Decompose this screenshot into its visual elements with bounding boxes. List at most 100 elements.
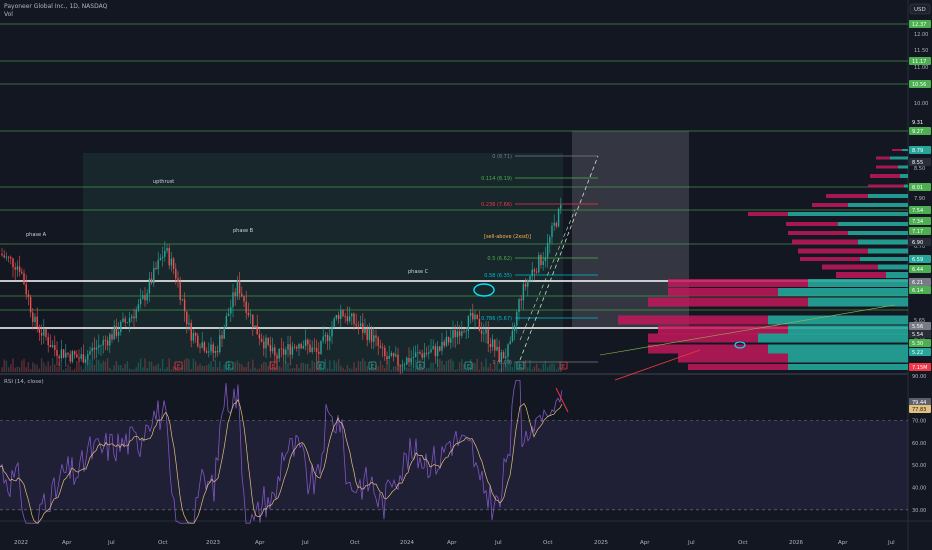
candle-body <box>234 292 236 296</box>
volume-bar <box>522 360 525 372</box>
price-tag <box>909 217 931 225</box>
volume-bar <box>346 365 349 372</box>
volume-bar <box>370 361 373 372</box>
time-axis-label: Apr <box>447 540 457 546</box>
volume-bar <box>186 358 188 372</box>
earnings-marker <box>368 361 377 370</box>
volume-bar <box>357 360 360 372</box>
volume-bar <box>16 366 19 372</box>
price-tag <box>909 158 931 166</box>
volume-bar <box>23 358 25 372</box>
candle-body <box>498 346 500 363</box>
candle-body <box>78 357 80 359</box>
trendline <box>599 304 896 356</box>
candle-body <box>47 337 49 346</box>
candle-body <box>282 348 285 355</box>
candle-body <box>18 266 21 272</box>
volume-profile-bar-up <box>788 353 908 363</box>
volume-profile-bar-up <box>898 165 908 169</box>
volume-bar <box>67 364 69 372</box>
candle-body <box>432 346 434 350</box>
volume-bar <box>208 363 210 372</box>
price-tag-label: 7.54 <box>912 208 923 214</box>
volume-bar <box>397 364 399 372</box>
candle-body <box>472 312 474 320</box>
price-tag <box>909 127 931 135</box>
volume-bar <box>551 363 553 372</box>
candle-body <box>527 280 529 287</box>
candle-body <box>65 352 67 358</box>
candle-body <box>544 257 547 262</box>
fib-level-label: 0.236 (7.66) <box>481 202 512 208</box>
candle-body <box>265 337 267 349</box>
candle-body <box>551 225 553 238</box>
volume-profile-bar-up <box>808 297 908 307</box>
volume-bar <box>401 363 404 372</box>
currency-button[interactable] <box>909 3 931 15</box>
time-axis-label: Oct <box>543 540 553 546</box>
volume-bar <box>219 361 221 372</box>
volume-profile-bar-up <box>768 344 908 354</box>
volume-bar <box>36 364 38 372</box>
volume-bar <box>494 360 496 372</box>
volume-bar <box>379 360 382 372</box>
candle-body <box>153 267 155 284</box>
candle-body <box>496 346 498 351</box>
candle-body <box>27 294 30 298</box>
volume-bar <box>364 360 366 372</box>
volume-profile-bar-up <box>904 184 908 188</box>
volume-bar <box>452 360 454 372</box>
volume-profile-bar-down <box>786 222 838 226</box>
fib-level-label: 1 (5.09) <box>492 360 512 366</box>
price-tag-label: 6.14 <box>912 288 923 294</box>
volume-bar <box>381 364 384 372</box>
candle-body <box>494 339 496 351</box>
volume-bar <box>355 367 357 372</box>
candle-body <box>355 323 357 326</box>
candle-body <box>219 335 221 353</box>
volume-bar <box>366 365 368 372</box>
candle-body <box>23 273 25 285</box>
volume-bar <box>307 363 309 372</box>
volume-bar <box>265 362 267 372</box>
candle-body <box>54 345 56 351</box>
volume-bar <box>128 368 131 372</box>
volume-bar <box>436 359 439 372</box>
candle-body <box>260 338 263 342</box>
volume-bar <box>540 369 542 372</box>
volume-bar <box>166 367 168 372</box>
volume-bar <box>267 366 269 372</box>
price-tag-label: 5.56 <box>912 324 923 330</box>
phase-b-label: phase B <box>233 228 254 234</box>
earnings-marker <box>174 361 183 370</box>
candle-body <box>205 351 208 353</box>
time-axis-label: 2025 <box>594 540 608 546</box>
volume-bar <box>5 360 8 372</box>
candle-body <box>155 267 157 270</box>
price-tag <box>909 238 931 246</box>
volume-bar <box>49 365 52 372</box>
volume-bar <box>135 367 137 372</box>
earnings-marker <box>464 361 473 370</box>
candle-body <box>197 335 199 347</box>
volume-profile-bar-down <box>876 156 890 160</box>
volume-bar <box>232 367 234 372</box>
price-tag <box>909 118 931 126</box>
volume-bar <box>221 369 223 372</box>
volume-bar <box>368 368 371 372</box>
volume-bar <box>359 361 362 372</box>
candle-body <box>502 352 505 359</box>
volume-bar <box>293 368 296 372</box>
volume-bar <box>384 367 386 372</box>
candle-body <box>166 247 168 251</box>
volume-bar <box>463 363 465 372</box>
volume-bar <box>511 367 514 372</box>
candle-body <box>549 237 551 243</box>
time-axis-label: Apr <box>640 540 650 546</box>
volume-bar <box>472 362 474 372</box>
volume-bar <box>430 362 432 372</box>
volume-bar <box>245 367 247 372</box>
candle-body <box>225 316 228 328</box>
candle-body <box>190 322 192 341</box>
